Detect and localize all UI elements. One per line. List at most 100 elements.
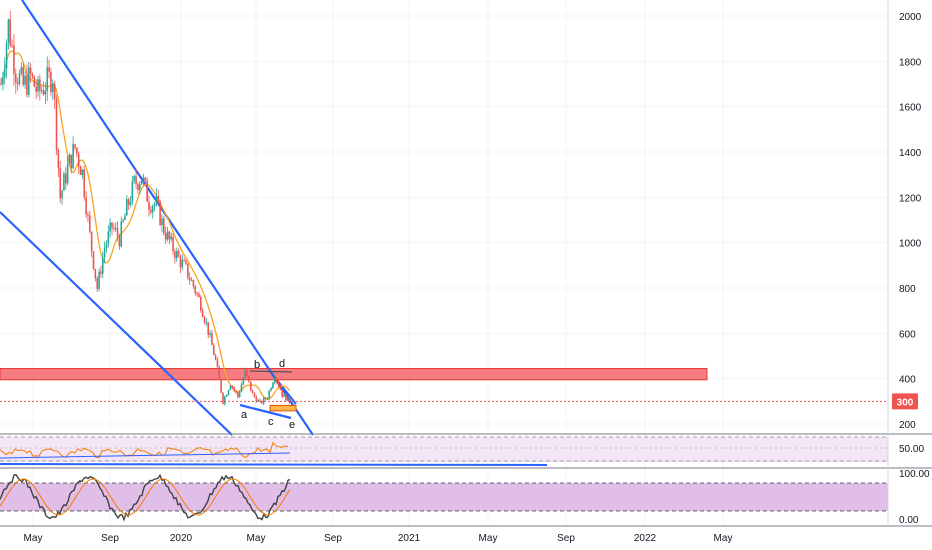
rsi-line bbox=[0, 441, 289, 459]
candle bbox=[16, 77, 19, 91]
candle bbox=[7, 18, 10, 50]
candle bbox=[259, 398, 261, 403]
candle bbox=[192, 279, 195, 289]
candle bbox=[203, 315, 206, 325]
candle bbox=[101, 251, 104, 279]
candle bbox=[87, 212, 89, 223]
candle bbox=[224, 395, 226, 406]
stoch-axis-label-bottom: 0.00 bbox=[899, 515, 919, 526]
rsi-axis-label: 50.00 bbox=[899, 444, 924, 455]
candle bbox=[98, 268, 100, 292]
candle bbox=[79, 165, 82, 175]
candle bbox=[285, 393, 287, 402]
candle bbox=[61, 189, 63, 205]
candle bbox=[144, 176, 147, 184]
price-tick-label: 1200 bbox=[899, 193, 922, 204]
candle bbox=[201, 307, 204, 318]
candle bbox=[274, 375, 276, 385]
candle bbox=[66, 156, 69, 186]
last-price-tag: 300 bbox=[892, 393, 918, 410]
price-tick-label: 200 bbox=[899, 420, 916, 431]
candle bbox=[0, 77, 2, 86]
candle bbox=[220, 379, 222, 394]
candle bbox=[161, 214, 163, 233]
candle bbox=[39, 74, 41, 101]
candle bbox=[264, 397, 267, 401]
candle bbox=[18, 69, 21, 87]
triangle-top-line[interactable] bbox=[249, 370, 293, 373]
candle bbox=[233, 385, 235, 393]
price-tick-label: 1000 bbox=[899, 239, 922, 250]
candle bbox=[70, 154, 73, 174]
candle bbox=[5, 39, 8, 79]
candle bbox=[268, 389, 271, 401]
candle bbox=[188, 272, 191, 285]
candle bbox=[63, 171, 65, 191]
candle bbox=[157, 189, 160, 205]
candle bbox=[109, 218, 111, 238]
candle bbox=[90, 231, 93, 258]
candle bbox=[89, 210, 91, 234]
candle bbox=[225, 393, 228, 397]
candle bbox=[148, 195, 150, 217]
candle bbox=[127, 197, 130, 211]
candle bbox=[11, 39, 13, 48]
candle bbox=[216, 357, 219, 368]
pattern-label-d: d bbox=[279, 358, 285, 370]
candle bbox=[146, 177, 148, 202]
rsi-panel bbox=[0, 436, 888, 466]
candle bbox=[107, 225, 110, 248]
candle bbox=[83, 165, 86, 201]
candle bbox=[120, 216, 123, 248]
candle bbox=[126, 195, 128, 216]
lower-triangle-line[interactable] bbox=[239, 403, 292, 420]
candle bbox=[72, 136, 74, 170]
candle bbox=[77, 151, 80, 174]
candle bbox=[270, 387, 272, 392]
candle bbox=[122, 218, 124, 223]
lower-channel-line[interactable] bbox=[0, 211, 233, 436]
candle bbox=[133, 174, 135, 184]
candle bbox=[205, 318, 208, 327]
candle bbox=[151, 204, 154, 219]
candle bbox=[172, 232, 174, 256]
time-axis[interactable]: May Sep 2020 May Sep 2021 May Sep 2022 May bbox=[24, 533, 733, 544]
candle bbox=[155, 188, 158, 207]
candle bbox=[15, 68, 17, 94]
time-tick-label: May bbox=[714, 533, 733, 544]
rsi-trendline-2[interactable] bbox=[0, 452, 291, 459]
candle bbox=[262, 396, 265, 406]
stoch-d-line bbox=[0, 478, 291, 516]
rsi-trendline[interactable] bbox=[0, 463, 548, 466]
candle bbox=[175, 247, 178, 262]
candle bbox=[212, 342, 215, 356]
price-tick-label: 400 bbox=[899, 375, 916, 386]
candle bbox=[100, 266, 102, 278]
pattern-label-a: a bbox=[241, 409, 248, 421]
resistance-zone[interactable] bbox=[0, 367, 708, 381]
price-axis[interactable]: 200 400 600 800 1000 1200 1400 1600 1800 2000 bbox=[899, 12, 922, 431]
candle bbox=[187, 263, 189, 280]
candle bbox=[81, 168, 84, 179]
candle bbox=[272, 381, 274, 389]
candle bbox=[196, 291, 198, 297]
candle bbox=[183, 257, 185, 262]
candle bbox=[33, 75, 36, 88]
candle bbox=[31, 72, 34, 80]
candle bbox=[229, 385, 232, 391]
candle bbox=[52, 79, 54, 101]
candle bbox=[288, 395, 291, 405]
candle bbox=[244, 367, 246, 379]
candle bbox=[44, 82, 47, 105]
candle bbox=[246, 369, 248, 378]
candle bbox=[266, 396, 269, 401]
candle bbox=[235, 389, 237, 395]
candle bbox=[116, 221, 119, 242]
candle bbox=[253, 392, 256, 399]
candle bbox=[26, 64, 28, 98]
candle bbox=[22, 63, 24, 87]
support-zone[interactable] bbox=[269, 404, 297, 412]
candle bbox=[103, 241, 106, 264]
candle bbox=[174, 248, 176, 264]
candle bbox=[138, 180, 141, 195]
